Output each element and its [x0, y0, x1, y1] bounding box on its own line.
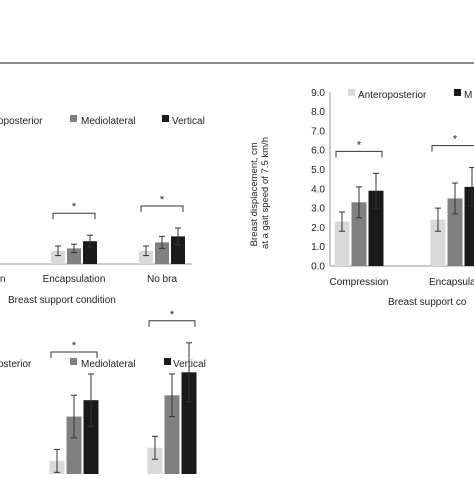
p2-y-tick-label: 9.0 — [311, 88, 325, 99]
p3-legend-anteroposterior-label: osterior — [0, 359, 32, 370]
p3-significance-bracket-1 — [51, 352, 97, 358]
p1-legend-vertical-label: Vertical — [172, 116, 205, 127]
p2-legend-anteroposterior-label: Anteroposterior — [358, 90, 427, 101]
p1-legend-mediolateral-label: Mediolateral — [81, 116, 135, 127]
p3-legend-mediolateral-label: Mediolateral — [81, 359, 135, 370]
p2-bar-vertical-2 — [465, 187, 474, 266]
p1-significance-bracket-1 — [53, 213, 95, 219]
p2-significance-star-2: * — [453, 134, 458, 146]
p2-x-tick-compression: Compression — [330, 277, 389, 288]
p3-significance-star-1: * — [72, 340, 77, 352]
p1-legend-swatch-vertical — [162, 115, 169, 122]
p2-y-tick-label: 6.0 — [311, 146, 325, 157]
p2-significance-bracket-2 — [432, 146, 474, 152]
p3-significance-star-2: * — [170, 309, 175, 321]
p3-significance-bracket-2 — [149, 321, 195, 327]
p2-y-axis-title: Breast displacement, cm at a gait speed … — [249, 137, 271, 249]
p1-significance-star-2: * — [160, 194, 165, 206]
p1-x-tick-no-bra: No bra — [147, 274, 177, 285]
p1-x-axis-title: Breast support condition — [8, 295, 116, 306]
p1-significance-bracket-2 — [141, 206, 183, 212]
p2-y-tick-label: 7.0 — [311, 126, 325, 137]
p2-legend-swatch-anteroposterior — [348, 89, 355, 96]
p2-y-tick-label: 8.0 — [311, 107, 325, 118]
p3-legend-swatch-vertical — [164, 358, 171, 365]
p2-x-tick-encapsulation: Encapsulati — [429, 277, 474, 288]
p2-significance-star-1: * — [357, 139, 362, 151]
p2-significance-bracket-1 — [336, 151, 382, 157]
p2-legend-swatch-vertical — [454, 89, 461, 96]
p2-y-axis-title-line2: at a gait speed of 7.5 km/h — [260, 137, 271, 249]
p1-legend-anteroposterior-label: oposterior — [0, 116, 43, 127]
p2-y-tick-label: 2.0 — [311, 223, 325, 234]
p2-y-axis-title-line1: Breast displacement, cm — [249, 142, 260, 246]
p2-x-axis-title: Breast support co — [388, 297, 467, 308]
p1-x-tick-fragment: n — [0, 274, 6, 285]
p1-legend-swatch-mediolateral — [70, 115, 77, 122]
p1-significance-star-1: * — [72, 201, 77, 213]
p2-y-tick-label: 4.0 — [311, 184, 325, 195]
p3-legend-swatch-mediolateral — [70, 358, 77, 365]
p1-x-tick-encapsulation: Encapsulation — [43, 274, 106, 285]
p2-legend-mediolateral-label: M — [464, 90, 472, 101]
p2-y-tick-label: 1.0 — [311, 242, 325, 253]
p2-y-tick-label: 5.0 — [311, 165, 325, 176]
p2-y-tick-label: 0.0 — [311, 262, 325, 273]
p2-y-tick-label: 3.0 — [311, 204, 325, 215]
